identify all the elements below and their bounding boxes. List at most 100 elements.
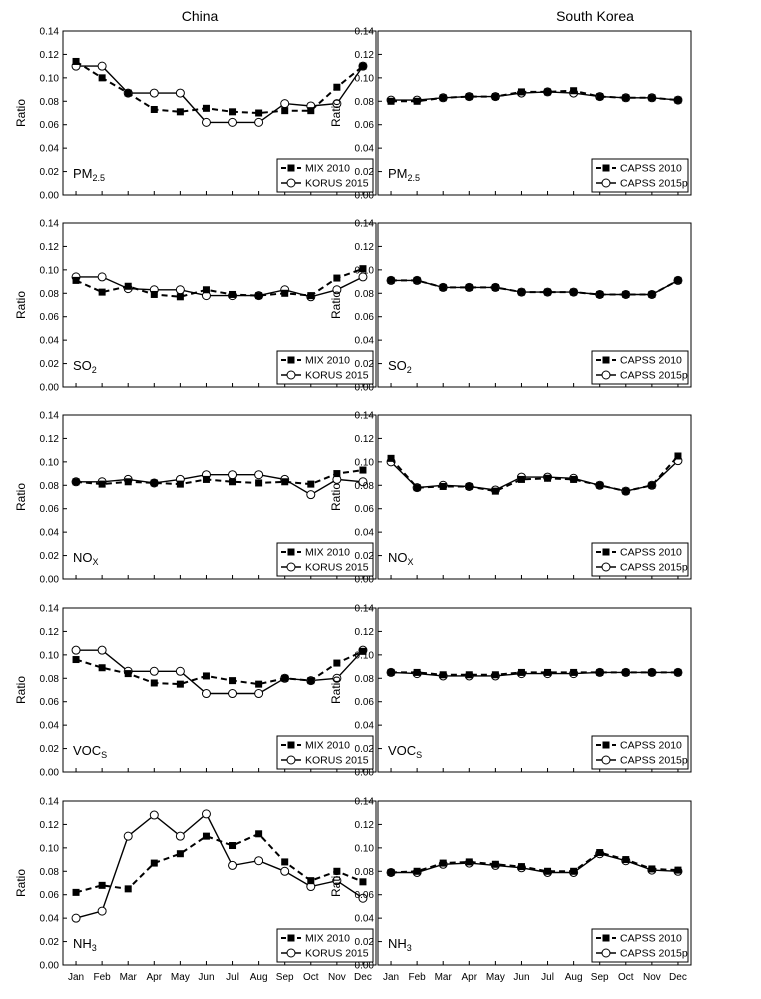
- data-point-mix-2010: [333, 867, 341, 875]
- legend-label-capss-2015p: CAPSS 2015p: [620, 562, 688, 574]
- data-point-capss-2010: [596, 290, 604, 298]
- data-point-mix-2010: [333, 274, 341, 282]
- y-tick-label: 0.04: [355, 336, 375, 347]
- species-label: NH3: [388, 936, 412, 953]
- data-point-mix-2010: [202, 286, 210, 294]
- species-label: PM2.5: [388, 166, 420, 183]
- data-point-mix-2010: [98, 480, 106, 488]
- legend-label-mix-2010: MIX 2010: [305, 547, 350, 559]
- data-point-mix-2010: [359, 647, 367, 655]
- data-point-capss-2010: [544, 474, 552, 482]
- x-tick-label: Aug: [565, 972, 583, 983]
- data-point-korus-2015: [358, 477, 368, 487]
- y-tick-label: 0.00: [40, 383, 60, 394]
- data-point-capss-2010: [465, 283, 473, 291]
- data-point-korus-2015: [71, 645, 81, 655]
- y-tick-label: 0.14: [40, 219, 60, 230]
- data-point-korus-2015: [201, 809, 211, 819]
- y-tick-label: 0.12: [355, 627, 375, 638]
- y-tick-label: 0.08: [40, 289, 60, 300]
- data-point-mix-2010: [281, 478, 289, 486]
- species-label: SO2: [73, 358, 97, 375]
- data-point-capss-2010: [517, 88, 525, 96]
- x-tick-label: Aug: [250, 972, 268, 983]
- legend-label-korus-2015: KORUS 2015: [305, 562, 369, 574]
- x-tick-label: Mar: [120, 972, 138, 983]
- y-tick-label: 0.14: [355, 604, 375, 615]
- data-point-korus-2015: [97, 272, 107, 282]
- data-point-mix-2010: [124, 89, 132, 97]
- data-point-capss-2010: [674, 866, 682, 874]
- data-point-mix-2010: [98, 881, 106, 889]
- data-point-mix-2010: [359, 265, 367, 273]
- species-main: VOC: [388, 743, 416, 758]
- legend-label-capss-2010: CAPSS 2010: [620, 933, 682, 945]
- data-point-korus-2015: [332, 876, 342, 886]
- data-point-korus-2015: [254, 856, 264, 866]
- series-line-mix-2010: [75, 60, 364, 115]
- data-point-capss-2010: [596, 93, 604, 101]
- series-line-capss-2010: [391, 279, 679, 296]
- y-axis-label: Ratio: [329, 483, 343, 511]
- data-point-mix-2010: [359, 466, 367, 474]
- legend-marker-capss-2010: [602, 164, 610, 172]
- species-main: SO: [388, 358, 407, 373]
- x-tick-label: Dec: [354, 972, 372, 983]
- legend-label-capss-2010: CAPSS 2010: [620, 355, 682, 367]
- data-point-korus-2015: [97, 906, 107, 916]
- y-tick-label: 0.14: [40, 797, 60, 808]
- plot-frame: [377, 222, 692, 388]
- data-point-mix-2010: [98, 288, 106, 296]
- species-main: NH: [73, 936, 92, 951]
- data-point-capss-2010: [570, 668, 578, 676]
- series-line-capss-2010: [390, 851, 679, 874]
- column-title-south-korea: South Korea: [556, 8, 634, 24]
- data-point-korus-2015: [306, 490, 316, 500]
- y-tick-label: 0.12: [355, 242, 375, 253]
- y-tick-label: 0.14: [355, 27, 375, 38]
- species-main: PM: [73, 166, 93, 181]
- legend: MIX 2010 KORUS 2015: [276, 158, 374, 193]
- data-point-capss-2010: [439, 671, 447, 679]
- series-line-capss-2010: [390, 455, 679, 493]
- y-tick-label: 0.08: [355, 867, 375, 878]
- y-tick-label: 0.04: [355, 721, 375, 732]
- x-tick-label: Jan: [383, 972, 399, 983]
- data-point-korus-2015: [280, 99, 290, 109]
- data-point-capss-2010: [413, 668, 421, 676]
- y-tick-label: 0.14: [355, 797, 375, 808]
- species-label: NH3: [73, 936, 97, 953]
- data-point-korus-2015: [149, 810, 159, 820]
- data-point-capss-2010: [648, 865, 656, 873]
- y-tick-label: 0.00: [40, 575, 60, 586]
- data-point-capss-2010: [491, 283, 499, 291]
- data-point-mix-2010: [176, 680, 184, 688]
- data-point-mix-2010: [255, 680, 263, 688]
- y-tick-label: 0.06: [355, 120, 375, 131]
- data-point-mix-2010: [98, 74, 106, 82]
- y-tick-label: 0.10: [355, 265, 375, 276]
- legend-label-capss-2010: CAPSS 2010: [620, 547, 682, 559]
- x-tick-label: Feb: [94, 972, 112, 983]
- y-tick-label: 0.10: [355, 73, 375, 84]
- series-line-capss-2010: [391, 89, 679, 103]
- x-tick-label: Jul: [541, 972, 554, 983]
- species-label: SO2: [388, 358, 412, 375]
- data-point-capss-2010: [570, 87, 578, 95]
- data-point-capss-2010: [544, 668, 552, 676]
- data-point-capss-2010: [648, 668, 656, 676]
- species-subscript: 2.5: [93, 173, 106, 183]
- data-point-korus-2015: [358, 893, 368, 903]
- data-point-korus-2015: [149, 666, 159, 676]
- data-point-mix-2010: [176, 108, 184, 116]
- plot-frame: [377, 800, 692, 966]
- legend: MIX 2010 KORUS 2015: [276, 542, 374, 577]
- panel-china-vocs: 0.00 0.02 0.04 0.06 0.08 0.10 0.12 0.14 Ratio VOC…: [14, 604, 377, 779]
- y-tick-label: 0.14: [40, 604, 60, 615]
- panel-south-korea-nox: 0.00 0.02 0.04 0.06 0.08 0.10 0.12 0.14 Ratio NOX…: [329, 411, 692, 586]
- data-point-capss-2010: [648, 290, 656, 298]
- legend-label-korus-2015: KORUS 2015: [305, 948, 369, 960]
- y-tick-label: 0.12: [355, 434, 375, 445]
- data-point-mix-2010: [176, 850, 184, 858]
- data-point-korus-2015: [254, 689, 264, 699]
